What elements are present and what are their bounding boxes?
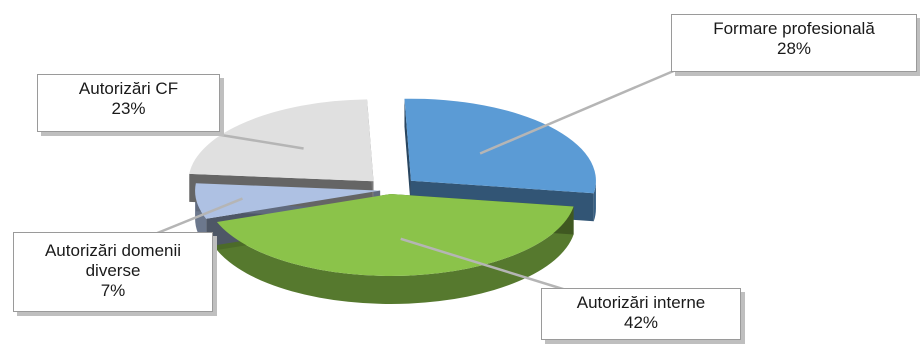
slice-label-name: Autorizări CF — [44, 79, 213, 99]
slice-label-value: 42% — [548, 313, 734, 333]
label-autorizari-domenii-diverse: Autorizări domenii diverse 7% — [13, 232, 213, 312]
label-autorizari-interne: Autorizări interne 42% — [541, 288, 741, 340]
slice-label-value: 23% — [44, 99, 213, 119]
slice-label-name: Formare profesională — [678, 19, 910, 39]
label-formare-profesionala: Formare profesională 28% — [671, 14, 917, 72]
slice-label-value: 28% — [678, 39, 910, 59]
slice-label-value: 7% — [20, 281, 206, 301]
label-autorizari-cf: Autorizări CF 23% — [37, 74, 220, 132]
slice-label-name: Autorizări interne — [548, 293, 734, 313]
leader-line-formare-profesionala — [480, 64, 690, 153]
slice-label-name: Autorizări domenii diverse — [20, 241, 206, 281]
